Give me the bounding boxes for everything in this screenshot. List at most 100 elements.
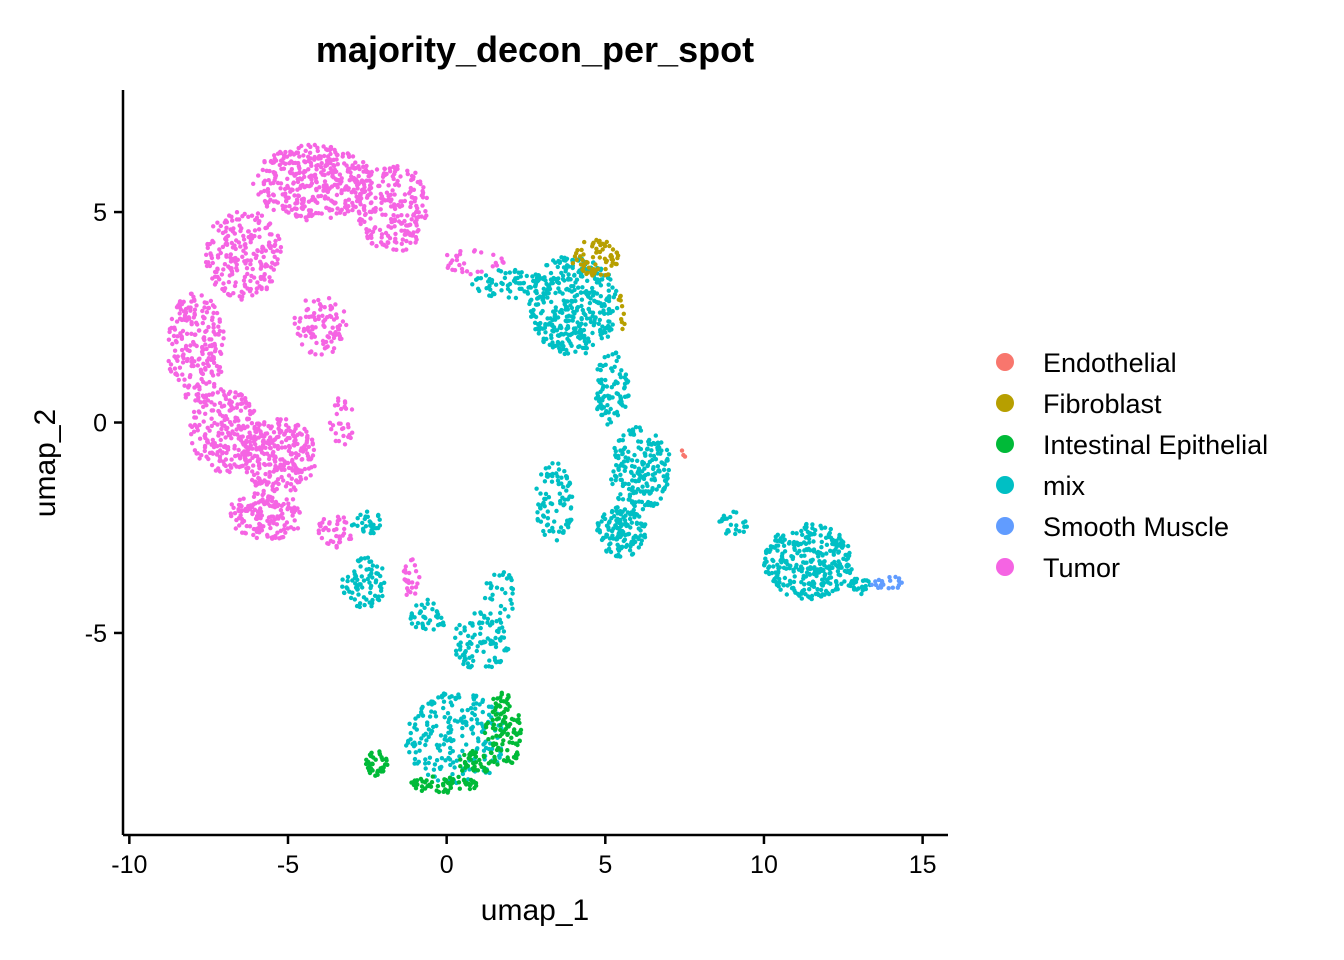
data-point — [462, 752, 467, 758]
data-point — [410, 557, 415, 562]
data-point — [409, 195, 414, 200]
data-point — [252, 228, 258, 233]
data-point — [264, 286, 269, 292]
data-point — [402, 228, 407, 233]
data-point — [320, 313, 325, 318]
data-point — [409, 173, 415, 179]
data-point — [243, 405, 248, 410]
data-point — [366, 174, 371, 179]
data-point — [361, 578, 367, 583]
data-point — [830, 537, 836, 543]
data-point — [501, 738, 506, 743]
data-point — [506, 295, 511, 300]
data-point — [800, 588, 805, 594]
data-point — [503, 590, 508, 596]
data-point — [362, 219, 367, 224]
data-point — [831, 550, 836, 555]
data-point — [268, 265, 274, 270]
data-point — [233, 280, 238, 285]
data-point — [234, 427, 239, 432]
data-point — [789, 554, 794, 559]
data-point — [310, 327, 315, 332]
data-point — [355, 196, 361, 201]
data-point — [475, 721, 480, 726]
data-point — [207, 450, 213, 456]
data-point — [395, 178, 400, 184]
data-point — [413, 780, 419, 786]
data-point — [630, 485, 635, 490]
data-point — [249, 236, 255, 241]
data-point — [313, 317, 318, 322]
data-point — [380, 242, 385, 247]
data-point — [631, 535, 636, 540]
data-point — [380, 765, 385, 770]
data-point — [504, 576, 510, 581]
data-point — [457, 262, 462, 268]
data-point — [353, 573, 358, 578]
data-point — [593, 396, 599, 401]
data-point — [329, 427, 334, 432]
data-point — [330, 325, 335, 330]
data-point — [628, 525, 633, 530]
data-point — [566, 272, 571, 277]
data-point — [800, 532, 805, 537]
data-point — [194, 303, 199, 308]
data-point — [508, 597, 513, 603]
data-point — [252, 453, 257, 459]
data-point — [402, 198, 408, 204]
data-point — [283, 445, 288, 450]
data-point — [228, 511, 233, 516]
data-point — [281, 206, 286, 212]
data-point — [257, 445, 262, 450]
data-point — [647, 491, 652, 496]
data-point — [367, 183, 373, 188]
data-point — [393, 231, 398, 237]
data-point — [202, 305, 207, 310]
data-point — [618, 492, 623, 497]
legend-item: Intestinal Epithelial — [996, 430, 1268, 460]
data-point — [517, 730, 522, 735]
data-point — [636, 439, 641, 444]
data-point — [212, 402, 217, 407]
data-point — [609, 528, 615, 534]
data-point — [228, 293, 233, 298]
data-point — [551, 329, 556, 334]
data-point — [535, 518, 541, 523]
data-point — [839, 538, 844, 543]
data-point — [242, 425, 247, 431]
data-point — [209, 369, 214, 374]
data-point — [377, 752, 383, 757]
data-point — [556, 286, 561, 291]
data-point — [564, 347, 569, 353]
data-point — [275, 180, 281, 186]
data-point — [201, 361, 206, 366]
data-point — [572, 254, 578, 259]
data-point — [664, 447, 670, 453]
data-point — [834, 541, 839, 546]
data-point — [408, 204, 413, 210]
data-point — [808, 548, 813, 553]
data-point — [416, 227, 421, 233]
series-intestinal-epithelial — [363, 690, 524, 795]
data-point — [263, 225, 268, 231]
data-point — [771, 564, 776, 569]
data-point — [564, 256, 570, 261]
data-point — [299, 201, 305, 206]
data-point — [373, 578, 379, 583]
data-point — [240, 214, 245, 219]
data-point — [324, 162, 330, 168]
data-point — [166, 358, 171, 364]
data-point — [316, 194, 321, 199]
data-point — [514, 750, 520, 755]
data-point — [269, 535, 274, 540]
data-point — [575, 305, 580, 311]
data-point — [405, 171, 410, 177]
data-point — [509, 735, 514, 740]
data-point — [443, 787, 448, 792]
data-point — [248, 411, 253, 417]
data-point — [649, 442, 654, 447]
data-point — [821, 568, 826, 573]
data-point — [324, 205, 329, 210]
data-point — [227, 408, 232, 413]
data-point — [627, 492, 633, 497]
